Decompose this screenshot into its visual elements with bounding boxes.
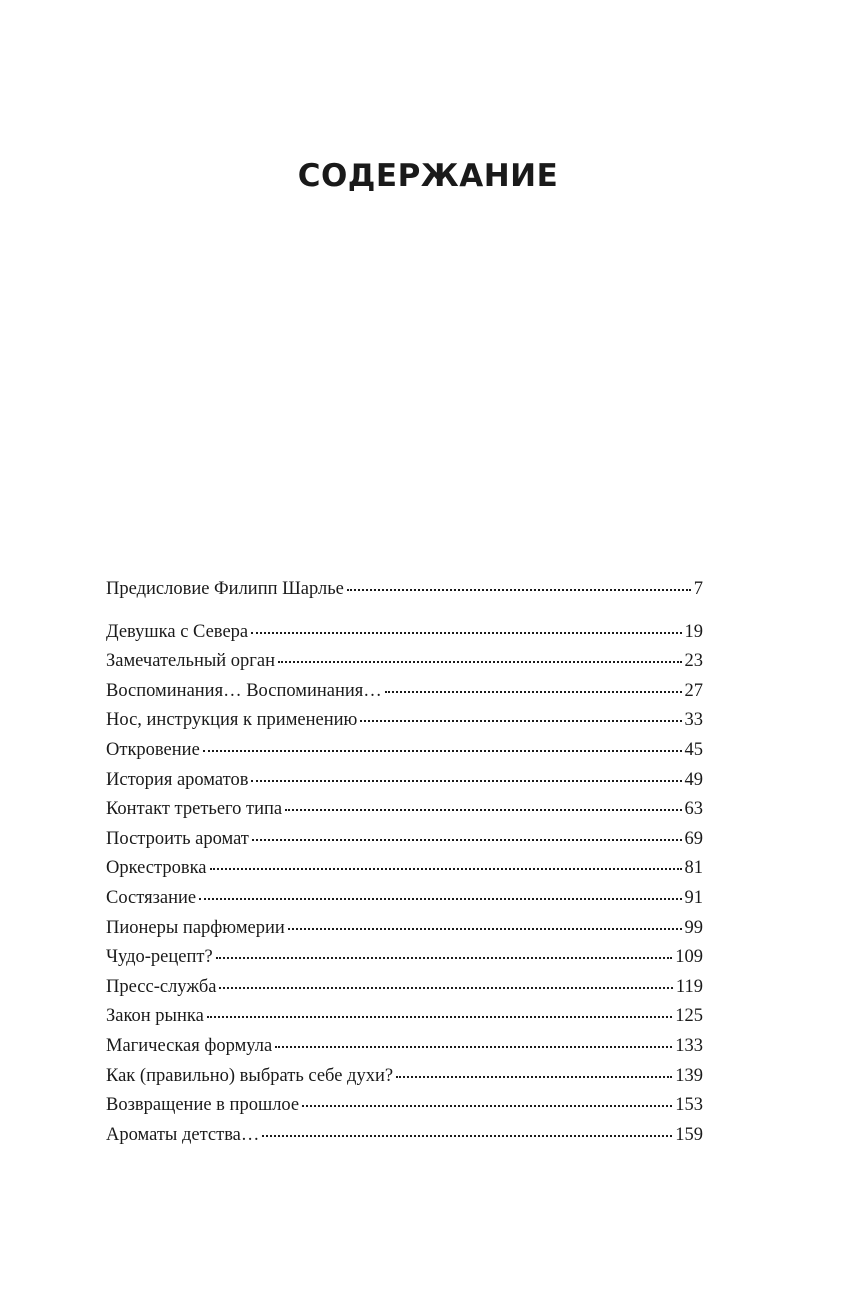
toc-entry-title: Пресс-служба xyxy=(106,976,217,997)
dot-leader xyxy=(215,957,673,960)
toc-page-number: 133 xyxy=(675,1035,703,1056)
toc-entry: Пресс-служба 119 xyxy=(106,973,703,1003)
toc-entry-title: Как (правильно) выбрать себе духи? xyxy=(106,1065,394,1086)
toc-page-number: 109 xyxy=(675,947,703,968)
table-of-contents: Предисловие Филипп Шарлье 7 Девушка с Севе… xyxy=(106,575,703,1150)
toc-entry: Построить аромат 69 xyxy=(106,825,703,855)
toc-entry: Магическая формула 133 xyxy=(106,1032,703,1062)
toc-page-number: 139 xyxy=(675,1065,703,1086)
toc-page-number: 119 xyxy=(675,976,703,997)
toc-entry: Предисловие Филипп Шарлье 7 xyxy=(106,575,703,605)
toc-page-number: 159 xyxy=(675,1124,703,1145)
toc-entry-title: Воспоминания… Воспоминания… xyxy=(106,680,382,701)
dot-leader xyxy=(219,986,673,989)
toc-entry-title: Нос, инструкция к применению xyxy=(106,710,358,731)
toc-entry-title: Пионеры парфюмерии xyxy=(106,917,285,938)
dot-leader xyxy=(206,1016,673,1019)
toc-entry: Оркестровка 81 xyxy=(106,854,703,884)
toc-page-number: 23 xyxy=(684,651,704,672)
toc-entry: Ароматы детства… 159 xyxy=(106,1121,703,1151)
toc-page-number: 19 xyxy=(684,621,704,642)
toc-page-number: 153 xyxy=(675,1095,703,1116)
toc-entry-title: Девушка с Севера xyxy=(106,621,249,642)
dot-leader xyxy=(251,631,682,634)
dot-leader xyxy=(251,838,682,841)
toc-page-number: 125 xyxy=(675,1006,703,1027)
toc-entry-title: Магическая формула xyxy=(106,1035,273,1056)
toc-entry-title: Контакт третьего типа xyxy=(106,799,283,820)
toc-entry-title: Построить аромат xyxy=(106,828,249,849)
dot-leader xyxy=(346,589,691,591)
dot-leader xyxy=(396,1075,673,1078)
dot-leader xyxy=(360,720,682,723)
toc-entry-title: Состязание xyxy=(106,887,197,908)
toc-entry: История ароматов 49 xyxy=(106,766,703,796)
toc-entry-title: Чудо-рецепт? xyxy=(106,947,213,968)
toc-entry: Закон рынка 125 xyxy=(106,1002,703,1032)
toc-entry: Возвращение в прошлое 153 xyxy=(106,1091,703,1121)
toc-entry: Контакт третьего типа 63 xyxy=(106,795,703,825)
toc-entry-title: Оркестровка xyxy=(106,858,207,879)
dot-leader xyxy=(262,1134,673,1137)
toc-entry-title: Ароматы детства… xyxy=(106,1124,260,1145)
toc-entry-title: Замечательный орган xyxy=(106,651,275,672)
toc-page-number: 45 xyxy=(684,739,704,760)
dot-leader xyxy=(285,809,682,812)
toc-page-number: 99 xyxy=(684,917,704,938)
dot-leader xyxy=(251,779,682,782)
toc-page-number: 7 xyxy=(693,579,703,599)
toc-entry-title: Возвращение в прошлое xyxy=(106,1095,300,1116)
dot-leader xyxy=(202,749,682,752)
toc-entry-title: Закон рынка xyxy=(106,1006,204,1027)
toc-entry-title: Откровение xyxy=(106,739,200,760)
dot-leader xyxy=(384,690,682,693)
toc-entry: Чудо-рецепт? 109 xyxy=(106,943,703,973)
page-title: СОДЕРЖАНИЕ xyxy=(297,158,559,194)
toc-page-number: 49 xyxy=(684,769,704,790)
toc-entry: Состязание 91 xyxy=(106,884,703,914)
toc-entry: Пионеры парфюмерии 99 xyxy=(106,914,703,944)
toc-page-number: 81 xyxy=(684,858,704,879)
toc-entry: Нос, инструкция к применению 33 xyxy=(106,706,703,736)
toc-entry-title: История ароматов xyxy=(106,769,249,790)
toc-entry: Воспоминания… Воспоминания… 27 xyxy=(106,677,703,707)
toc-entry: Замечательный орган 23 xyxy=(106,647,703,677)
toc-page-number: 69 xyxy=(684,828,704,849)
dot-leader xyxy=(287,927,682,930)
toc-page-number: 27 xyxy=(684,680,704,701)
toc-entry-title: Предисловие Филипп Шарлье xyxy=(106,579,344,599)
dot-leader xyxy=(199,897,682,900)
dot-leader xyxy=(302,1105,673,1108)
toc-page-number: 91 xyxy=(684,887,704,908)
toc-entry: Как (правильно) выбрать себе духи? 139 xyxy=(106,1062,703,1092)
toc-entry: Девушка с Севера 19 xyxy=(106,618,703,648)
toc-page-number: 63 xyxy=(684,799,704,820)
dot-leader xyxy=(275,1045,673,1048)
toc-entry: Откровение 45 xyxy=(106,736,703,766)
dot-leader xyxy=(209,868,682,871)
toc-page-number: 33 xyxy=(684,710,704,731)
dot-leader xyxy=(278,661,682,664)
